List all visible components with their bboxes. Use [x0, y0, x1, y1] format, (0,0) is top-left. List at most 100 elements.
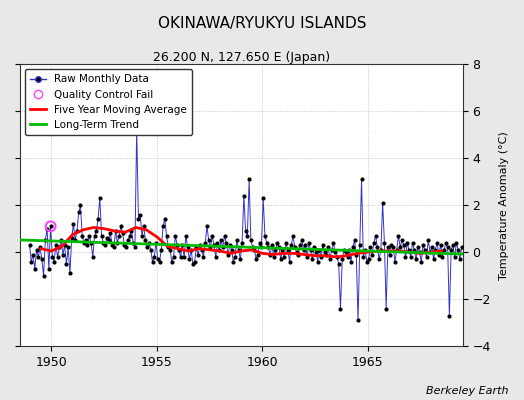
- Point: [342, 249, 350, 255]
- Point: [127, 228, 136, 234]
- Point: [134, 216, 143, 222]
- Point: [399, 242, 408, 248]
- Point: [113, 240, 122, 246]
- Text: Berkeley Earth: Berkeley Earth: [426, 386, 508, 396]
- Point: [354, 317, 362, 324]
- Point: [278, 247, 287, 253]
- Point: [239, 192, 248, 199]
- Point: [264, 244, 272, 251]
- Point: [322, 251, 331, 258]
- Point: [398, 237, 406, 244]
- Point: [324, 244, 332, 251]
- Point: [449, 242, 457, 248]
- Point: [271, 247, 280, 253]
- Point: [164, 244, 172, 251]
- Point: [74, 209, 83, 215]
- Point: [261, 232, 269, 239]
- Point: [391, 258, 399, 265]
- Point: [380, 240, 389, 246]
- Point: [396, 244, 405, 251]
- Point: [34, 254, 42, 260]
- Point: [438, 254, 446, 260]
- Point: [48, 254, 57, 260]
- Point: [375, 256, 384, 262]
- Point: [319, 242, 327, 248]
- Point: [189, 261, 197, 267]
- Point: [389, 244, 397, 251]
- Point: [169, 254, 178, 260]
- Point: [220, 232, 228, 239]
- Point: [222, 240, 231, 246]
- Point: [303, 254, 311, 260]
- Point: [182, 232, 190, 239]
- Point: [150, 254, 158, 260]
- Point: [71, 237, 80, 244]
- Point: [229, 258, 237, 265]
- Point: [117, 223, 125, 230]
- Point: [352, 251, 361, 258]
- Point: [286, 258, 294, 265]
- Point: [185, 256, 193, 262]
- Point: [451, 254, 459, 260]
- Point: [363, 258, 371, 265]
- Point: [27, 258, 36, 265]
- Text: OKINAWA/RYUKYU ISLANDS: OKINAWA/RYUKYU ISLANDS: [158, 16, 366, 31]
- Point: [212, 254, 220, 260]
- Point: [452, 240, 461, 246]
- Point: [159, 223, 167, 230]
- Point: [310, 244, 318, 251]
- Point: [245, 176, 253, 182]
- Point: [210, 242, 218, 248]
- Point: [183, 244, 192, 251]
- Point: [340, 247, 348, 253]
- Point: [47, 223, 55, 230]
- Point: [247, 237, 255, 244]
- Point: [124, 237, 132, 244]
- Point: [120, 242, 128, 248]
- Point: [194, 251, 202, 258]
- Point: [248, 244, 257, 251]
- Point: [53, 254, 62, 260]
- Point: [66, 270, 74, 276]
- Point: [171, 232, 180, 239]
- Point: [447, 247, 455, 253]
- Point: [336, 306, 345, 312]
- Point: [280, 254, 288, 260]
- Point: [266, 251, 275, 258]
- Point: [192, 244, 201, 251]
- Point: [139, 223, 148, 230]
- Point: [160, 216, 169, 222]
- Point: [217, 237, 225, 244]
- Point: [90, 232, 99, 239]
- Point: [36, 244, 44, 251]
- Point: [456, 256, 464, 262]
- Point: [57, 237, 66, 244]
- Point: [80, 240, 88, 246]
- Point: [83, 242, 92, 248]
- Point: [43, 226, 51, 232]
- Point: [443, 244, 452, 251]
- Point: [412, 256, 420, 262]
- Point: [87, 240, 95, 246]
- Point: [25, 242, 34, 248]
- Point: [64, 244, 72, 251]
- Point: [369, 240, 378, 246]
- Point: [38, 256, 46, 262]
- Point: [347, 258, 355, 265]
- Point: [236, 256, 245, 262]
- Point: [356, 242, 364, 248]
- Point: [203, 223, 211, 230]
- Point: [196, 242, 204, 248]
- Point: [378, 200, 387, 206]
- Point: [343, 254, 352, 260]
- Point: [368, 251, 376, 258]
- Point: [298, 237, 306, 244]
- Point: [41, 237, 50, 244]
- Point: [334, 261, 343, 267]
- Point: [39, 272, 48, 279]
- Point: [243, 232, 252, 239]
- Y-axis label: Temperature Anomaly (°C): Temperature Anomaly (°C): [499, 131, 509, 280]
- Point: [304, 240, 313, 246]
- Point: [55, 244, 63, 251]
- Point: [92, 228, 101, 234]
